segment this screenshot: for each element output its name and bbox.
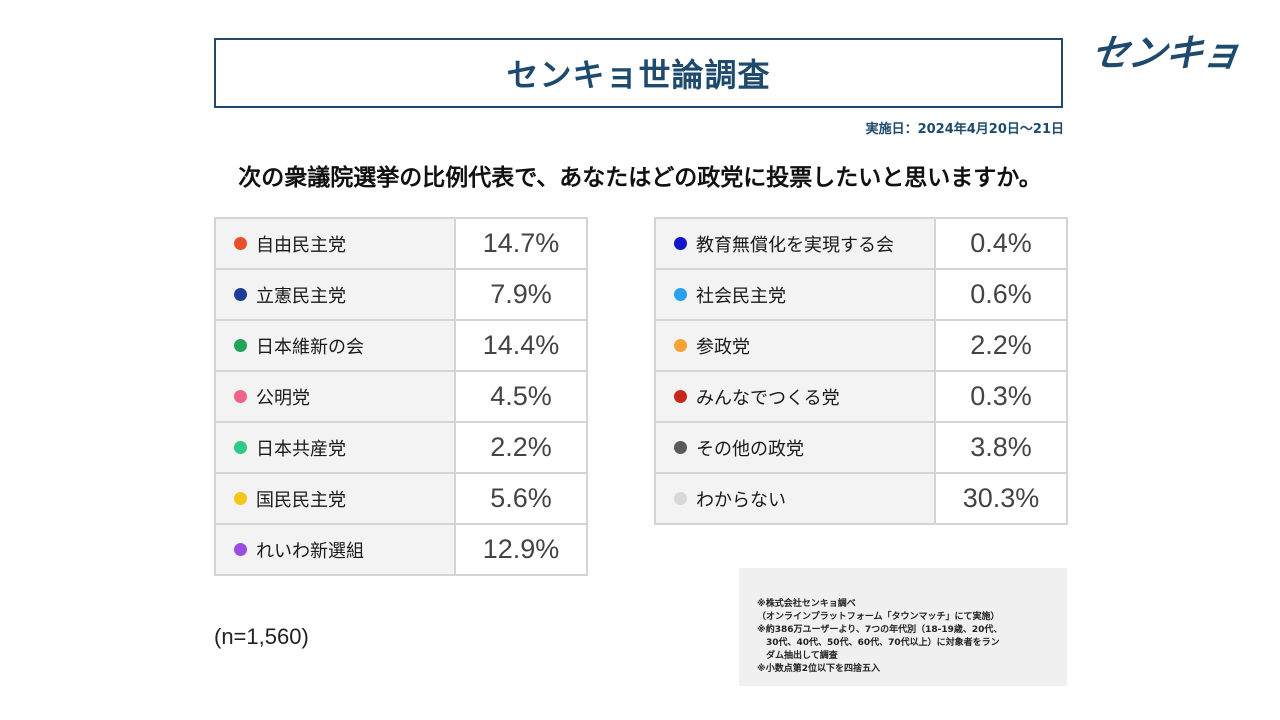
notes-box: ※株式会社センキョ調べ （オンラインプラットフォーム「タウンマッチ」にて実施） … xyxy=(739,568,1067,686)
table-row: 国民民主党 5.6% xyxy=(214,472,588,525)
table-row: わからない 30.3% xyxy=(654,472,1068,525)
table-row: みんなでつくる党 0.3% xyxy=(654,370,1068,423)
party-color-dot-icon xyxy=(674,390,687,403)
vote-share-value: 0.6% xyxy=(934,268,1068,321)
party-color-dot-icon xyxy=(674,492,687,505)
party-cell: 参政党 xyxy=(654,319,936,372)
table-row: 日本維新の会 14.4% xyxy=(214,319,588,372)
vote-share-value: 5.6% xyxy=(454,472,588,525)
vote-share-value: 0.4% xyxy=(934,217,1068,270)
party-color-dot-icon xyxy=(674,237,687,250)
party-name: 日本維新の会 xyxy=(256,336,364,358)
party-cell: みんなでつくる党 xyxy=(654,370,936,423)
results-table-left: 自由民主党 14.7% 立憲民主党 7.9% 日本維新の会 14.4% 公明党 4.5% 日本共… xyxy=(214,217,588,576)
party-cell: 自由民主党 xyxy=(214,217,456,270)
vote-share-value: 4.5% xyxy=(454,370,588,423)
table-row: 自由民主党 14.7% xyxy=(214,217,588,270)
party-cell: 日本共産党 xyxy=(214,421,456,474)
survey-question: 次の衆議院選挙の比例代表で、あなたはどの政党に投票したいと思いますか。 xyxy=(238,165,1042,191)
vote-share-value: 2.2% xyxy=(454,421,588,474)
vote-share-value: 3.8% xyxy=(934,421,1068,474)
party-name: みんなでつくる党 xyxy=(696,387,840,409)
party-cell: その他の政党 xyxy=(654,421,936,474)
party-color-dot-icon xyxy=(234,543,247,556)
sample-size: (n=1,560) xyxy=(214,624,309,649)
party-color-dot-icon xyxy=(674,339,687,352)
table-row: 参政党 2.2% xyxy=(654,319,1068,372)
results-table-right: 教育無償化を実現する会 0.4% 社会民主党 0.6% 参政党 2.2% みんなでつくる党 0… xyxy=(654,217,1068,525)
table-row: 立憲民主党 7.9% xyxy=(214,268,588,321)
party-name: 国民民主党 xyxy=(256,489,346,511)
page-title: センキョ世論調査 xyxy=(506,56,771,94)
vote-share-value: 12.9% xyxy=(454,523,588,576)
party-cell: 日本維新の会 xyxy=(214,319,456,372)
vote-share-value: 7.9% xyxy=(454,268,588,321)
party-name: 参政党 xyxy=(696,336,750,358)
party-cell: 国民民主党 xyxy=(214,472,456,525)
party-name: わからない xyxy=(696,489,786,511)
note-line: ※約386万ユーザーより、7つの年代別（18-19歳、20代、 xyxy=(757,625,1003,635)
party-color-dot-icon xyxy=(234,492,247,505)
party-color-dot-icon xyxy=(234,339,247,352)
party-color-dot-icon xyxy=(234,288,247,301)
party-name: その他の政党 xyxy=(696,438,804,460)
note-line: ※株式会社センキョ調べ xyxy=(757,599,856,609)
party-color-dot-icon xyxy=(234,441,247,454)
note-line: （オンラインプラットフォーム「タウンマッチ」にて実施） xyxy=(757,612,1000,622)
party-cell: 公明党 xyxy=(214,370,456,423)
table-row: 公明党 4.5% xyxy=(214,370,588,423)
party-name: 社会民主党 xyxy=(696,285,786,307)
party-color-dot-icon xyxy=(234,237,247,250)
party-cell: わからない xyxy=(654,472,936,525)
table-row: その他の政党 3.8% xyxy=(654,421,1068,474)
party-color-dot-icon xyxy=(674,288,687,301)
party-name: 公明党 xyxy=(256,387,310,409)
table-row: れいわ新選組 12.9% xyxy=(214,523,588,576)
party-cell: 立憲民主党 xyxy=(214,268,456,321)
title-box: センキョ世論調査 xyxy=(214,38,1063,108)
note-line: ※小数点第2位以下を四捨五入 xyxy=(757,664,881,674)
table-row: 教育無償化を実現する会 0.4% xyxy=(654,217,1068,270)
party-name: れいわ新選組 xyxy=(256,540,364,562)
table-row: 日本共産党 2.2% xyxy=(214,421,588,474)
party-cell: れいわ新選組 xyxy=(214,523,456,576)
party-name: 教育無償化を実現する会 xyxy=(696,234,894,256)
note-line: ダム抽出して調査 xyxy=(766,651,838,661)
party-name: 立憲民主党 xyxy=(256,285,346,307)
party-color-dot-icon xyxy=(234,390,247,403)
note-line: 30代、40代、50代、60代、70代以上）に対象者をラン xyxy=(766,638,1000,648)
party-cell: 教育無償化を実現する会 xyxy=(654,217,936,270)
vote-share-value: 30.3% xyxy=(934,472,1068,525)
party-name: 自由民主党 xyxy=(256,234,346,256)
vote-share-value: 14.7% xyxy=(454,217,588,270)
vote-share-value: 0.3% xyxy=(934,370,1068,423)
vote-share-value: 2.2% xyxy=(934,319,1068,372)
party-color-dot-icon xyxy=(674,441,687,454)
survey-date: 実施日：2024年4月20日～21日 xyxy=(865,122,1064,137)
brand-logo: センキョ xyxy=(1088,30,1243,75)
party-cell: 社会民主党 xyxy=(654,268,936,321)
table-row: 社会民主党 0.6% xyxy=(654,268,1068,321)
vote-share-value: 14.4% xyxy=(454,319,588,372)
party-name: 日本共産党 xyxy=(256,438,346,460)
